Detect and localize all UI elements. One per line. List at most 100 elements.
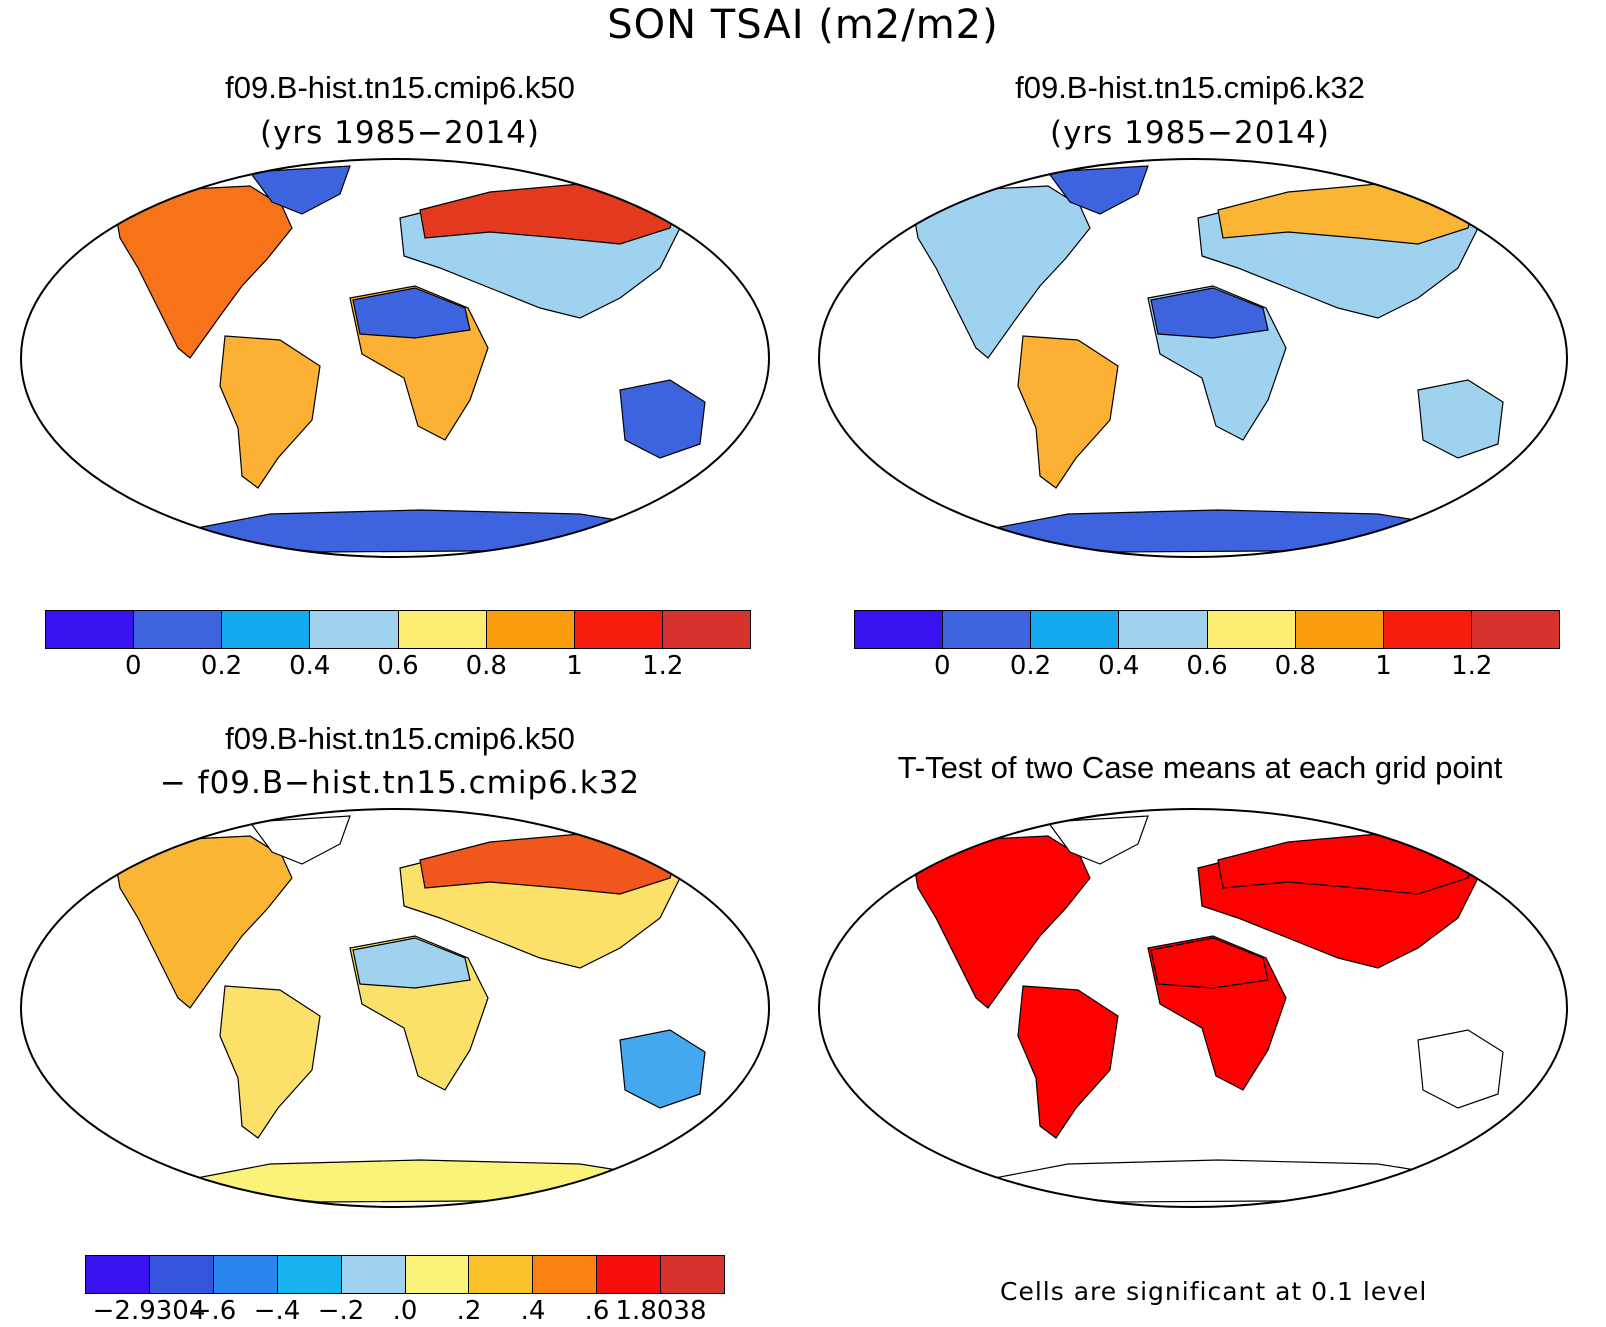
landmass-north-america [114,185,293,359]
landmass-south-america [1017,985,1119,1139]
panel-d-title: T-Test of two Case means at each grid po… [897,750,1503,785]
map-border [20,808,770,1208]
colorbar-tick-label: 0.4 [1098,651,1140,681]
map-border [818,158,1568,558]
figure-title: SON TSAI (m2/m2) [607,2,999,48]
landmass-australia [1417,1029,1504,1109]
panel-a-title: f09.B-hist.tn15.cmip6.k50 [225,70,575,105]
colorbar-tick-label: 0 [124,651,142,681]
landmass-greenland [248,165,351,215]
colorbar-tick-label: 0.4 [289,651,331,681]
panel-c-title: f09.B-hist.tn15.cmip6.k50 [225,721,575,756]
colorbar-tick-label: 0.8 [465,651,507,681]
colorbar-swatch [134,611,223,648]
colorbar-swatch [1295,611,1384,648]
colorbar-swatch [533,1256,598,1293]
colorbar-labels-b: 0 0.2 0.4 0.6 0.8 1 1.2 [0,651,1606,685]
colorbar-swatch [86,1256,150,1293]
colorbar-swatch [1383,611,1472,648]
colorbar-tick-label: .2 [456,1296,482,1326]
landmass-australia [619,379,706,459]
colorbar-tick-label: 1 [1375,651,1392,681]
colorbar-tick-label: .6 [584,1296,610,1326]
colorbar-swatch [661,1256,725,1293]
colorbar-swatch [574,611,663,648]
map-panel-d [818,808,1568,1208]
panel-a-subtitle: (yrs 1985−2014) [259,115,541,151]
colorbar-swatch [405,1256,470,1293]
landmass-siberia [419,183,681,245]
colorbar-labels-c: −2.9304 −.6 −.4 −.2 .0 .2 .4 .6 1.8038 [0,1296,1606,1327]
landmass-siberia [1217,183,1479,245]
panel-b-subtitle: (yrs 1985−2014) [1049,115,1331,151]
landmass-greenland [248,815,351,865]
colorbar-tick-label: −.2 [317,1296,365,1326]
landmass-greenland [1046,815,1149,865]
colorbar-tick-label: −.6 [189,1296,237,1326]
panel-c-subtitle: − f09.B−hist.tn15.cmip6.k32 [159,765,641,801]
colorbar-swatch [662,611,750,648]
colorbar-labels-a: 0 0.2 0.4 0.6 0.8 1 1.2 [0,651,1606,685]
significance-note: Cells are significant at 0.1 level [1000,1277,1428,1306]
landmass-sahara [1150,937,1269,989]
colorbar-tick-label: 1.2 [1451,651,1493,681]
landmass-antarctica [952,509,1479,553]
colorbar-swatch [277,1256,342,1293]
colorbar-tick-label: 1 [566,651,583,681]
landmass-south-america [219,335,321,489]
landmass-siberia [419,833,681,895]
map-panel-c [20,808,770,1208]
landmass-north-america [114,835,293,1009]
map-panel-b [818,158,1568,558]
colorbar-tick-label: .0 [392,1296,418,1326]
colorbar-swatch [398,611,487,648]
colorbar-tick-label: 0.2 [200,651,243,681]
landmass-south-america [219,985,321,1139]
landmass-antarctica [154,1159,681,1203]
colorbar-swatch [1031,611,1120,648]
colorbar-swatch [1119,611,1208,648]
map-border [818,808,1568,1208]
colorbar-tick-label: 0.6 [377,651,419,681]
colorbar-swatch [213,1256,278,1293]
colorbar-swatch [1471,611,1559,648]
colorbar-tick-label: 1.2 [642,651,684,681]
landmass-south-america [1017,335,1119,489]
colorbar-swatch [149,1256,214,1293]
colorbar-swatch [855,611,944,648]
colorbar-tick-label: .4 [520,1296,546,1326]
colorbar-tick-label: −.4 [253,1296,301,1326]
landmass-siberia [1217,833,1479,895]
landmass-australia [619,1029,706,1109]
colorbar-panel-b [854,610,1560,649]
colorbar-swatch [341,1256,406,1293]
colorbar-swatch [1207,611,1296,648]
landmass-north-america [912,835,1091,1009]
colorbar-swatch [46,611,135,648]
colorbar-swatch [943,611,1032,648]
colorbar-tick-label: 0.6 [1186,651,1228,681]
landmass-greenland [1046,165,1149,215]
colorbar-swatch [469,1256,534,1293]
landmass-antarctica [154,509,681,553]
colorbar-panel-c [85,1255,725,1294]
colorbar-tick-label: 0.2 [1009,651,1052,681]
landmass-sahara [1150,287,1269,339]
colorbar-tick-label: 0.8 [1274,651,1316,681]
colorbar-swatch [597,1256,662,1293]
panel-b-title: f09.B-hist.tn15.cmip6.k32 [1015,70,1365,105]
map-border [20,158,770,558]
colorbar-panel-a [45,610,751,649]
landmass-australia [1417,379,1504,459]
landmass-north-america [912,185,1091,359]
colorbar-tick-label: 1.8038 [615,1296,707,1326]
colorbar-swatch [222,611,311,648]
colorbar-tick-label: −2.9304 [92,1296,206,1326]
colorbar-swatch [310,611,399,648]
landmass-antarctica [952,1159,1479,1203]
landmass-sahara [352,287,471,339]
colorbar-swatch [486,611,575,648]
colorbar-tick-label: 0 [933,651,951,681]
map-panel-a [20,158,770,558]
landmass-sahara [352,937,471,989]
